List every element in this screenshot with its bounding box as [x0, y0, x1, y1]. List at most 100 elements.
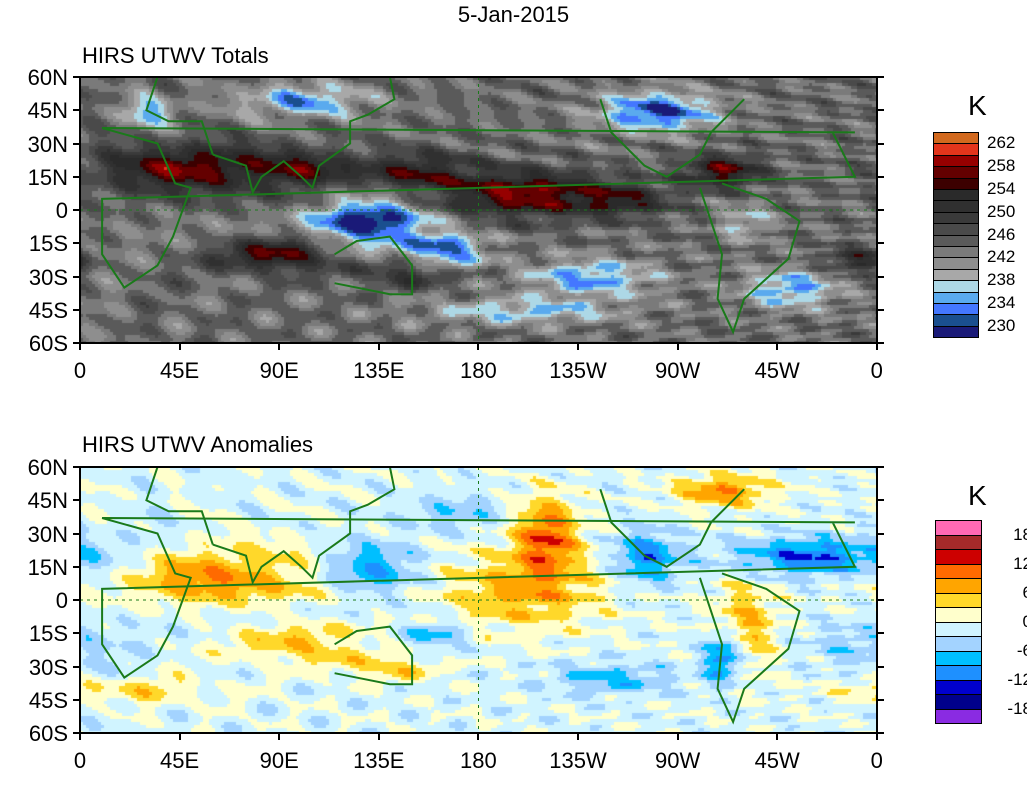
totals-colorbar-label: 230 — [987, 315, 1016, 335]
lat-tick — [877, 76, 884, 78]
anomalies-lat-label: 15S — [28, 621, 68, 647]
lon-tick — [577, 343, 579, 350]
totals-lon-label: 0 — [73, 358, 87, 383]
anomalies-lat-label: 30N — [27, 521, 68, 547]
lon-tick — [875, 343, 878, 350]
colorbar-box — [935, 578, 982, 594]
totals-panel-title: HIRS UTWV Totals — [82, 43, 269, 68]
lon-tick — [278, 343, 281, 350]
figure-title: 5-Jan-2015 — [457, 2, 570, 27]
anomalies-colorbar-label: 6 — [990, 583, 1027, 603]
lon-tick — [79, 343, 81, 350]
lat-tick — [73, 142, 80, 145]
totals-colorbar-label: 234 — [987, 293, 1016, 312]
lon-tick — [377, 343, 380, 350]
anomalies-lat-label: 15N — [27, 554, 68, 580]
anomalies-lat-label: 45S — [28, 687, 68, 713]
totals-coastlines — [80, 77, 877, 343]
anomalies-colorbar-label: 12 — [1013, 553, 1027, 573]
lat-tick — [73, 109, 80, 112]
colorbar-box — [935, 520, 982, 536]
colorbar-box — [935, 694, 982, 710]
coastline — [599, 488, 745, 568]
totals-lon-label: 135W — [549, 358, 607, 383]
anomalies-lon-label: 180 — [460, 748, 497, 773]
lat-tick — [73, 698, 80, 701]
anomalies-lon-label: 90W — [654, 748, 701, 773]
anomalies-colorbar-label: -18 — [1007, 698, 1027, 718]
totals-lon-label: 0 — [870, 358, 883, 383]
anomalies-lat-label: 60N — [27, 455, 68, 480]
colorbar-box — [935, 650, 982, 666]
totals-colorbar-label: 262 — [987, 133, 1016, 153]
lon-tick — [676, 733, 679, 740]
anomalies-colorbar-label: -12 — [1007, 669, 1027, 689]
coastline — [145, 77, 214, 155]
anomalies-lat-label: 0 — [55, 588, 68, 613]
lon-tick — [577, 733, 579, 740]
anomalies-lon-label: 135W — [549, 748, 607, 773]
lon-tick — [178, 343, 181, 350]
lat-tick — [73, 209, 80, 211]
lat-tick — [877, 665, 884, 668]
totals-lat-label: 15S — [28, 231, 68, 257]
coastline — [145, 467, 214, 545]
lon-tick — [377, 733, 380, 740]
lat-tick — [73, 599, 80, 601]
lon-tick — [776, 733, 779, 740]
colorbar-box — [935, 621, 982, 637]
lon-tick — [178, 733, 181, 740]
totals-lon-label: 45W — [754, 358, 800, 383]
anomalies-lat-label: 60S — [28, 721, 68, 746]
colorbar-box — [933, 325, 979, 339]
anomalies-lat-label: 30S — [28, 654, 68, 680]
anomalies-lon-label: 0 — [73, 748, 87, 773]
totals-colorbar-label: 258 — [987, 156, 1016, 176]
anomalies-panel-title: HIRS UTWV Anomalies — [82, 432, 314, 457]
anomalies-lon-label: 0 — [870, 748, 883, 773]
lon-tick — [776, 343, 779, 350]
lat-tick — [73, 732, 80, 734]
coastline — [599, 98, 745, 178]
lat-tick — [73, 466, 80, 468]
lat-tick — [877, 308, 884, 311]
totals-colorbar-label: 242 — [987, 247, 1016, 267]
lat-tick — [877, 698, 884, 701]
totals-lon-label: 135E — [353, 358, 405, 383]
colorbar-box — [935, 563, 982, 579]
colorbar-box — [935, 607, 982, 623]
totals-colorbar-label: 238 — [987, 270, 1016, 290]
lat-tick — [73, 308, 80, 311]
totals-lon-label: 90W — [654, 358, 701, 383]
coastline — [334, 625, 414, 686]
lat-tick — [877, 499, 884, 502]
anomalies-lon-label: 45E — [160, 748, 200, 773]
lat-tick — [877, 599, 884, 601]
totals-lat-label: 30S — [28, 264, 68, 290]
lon-tick — [79, 733, 81, 740]
lon-tick — [477, 733, 480, 740]
lat-tick — [877, 342, 884, 344]
lon-tick — [477, 343, 480, 350]
colorbar-box — [935, 534, 982, 550]
anomalies-lon-label: 90E — [259, 748, 299, 773]
totals-lon-label: 90E — [259, 358, 299, 383]
lat-tick — [73, 499, 80, 502]
colorbar-box — [935, 665, 982, 681]
anomalies-lon-label: 45W — [754, 748, 800, 773]
anomalies-lon-label: 135E — [353, 748, 405, 773]
lat-tick — [877, 466, 884, 468]
lat-tick — [73, 342, 80, 344]
coastline — [101, 127, 857, 289]
anomalies-lat-label: 45N — [27, 488, 68, 514]
anomalies-map-frame — [79, 466, 878, 734]
coastline — [101, 517, 857, 679]
totals-colorbar-label: 254 — [987, 179, 1016, 198]
totals-colorbar-label: 250 — [987, 201, 1016, 221]
lat-tick — [73, 532, 80, 535]
lon-tick — [278, 733, 281, 740]
lat-tick — [73, 565, 80, 568]
coastline — [334, 235, 414, 296]
anomalies-colorbar-label: -6 — [1016, 640, 1027, 660]
